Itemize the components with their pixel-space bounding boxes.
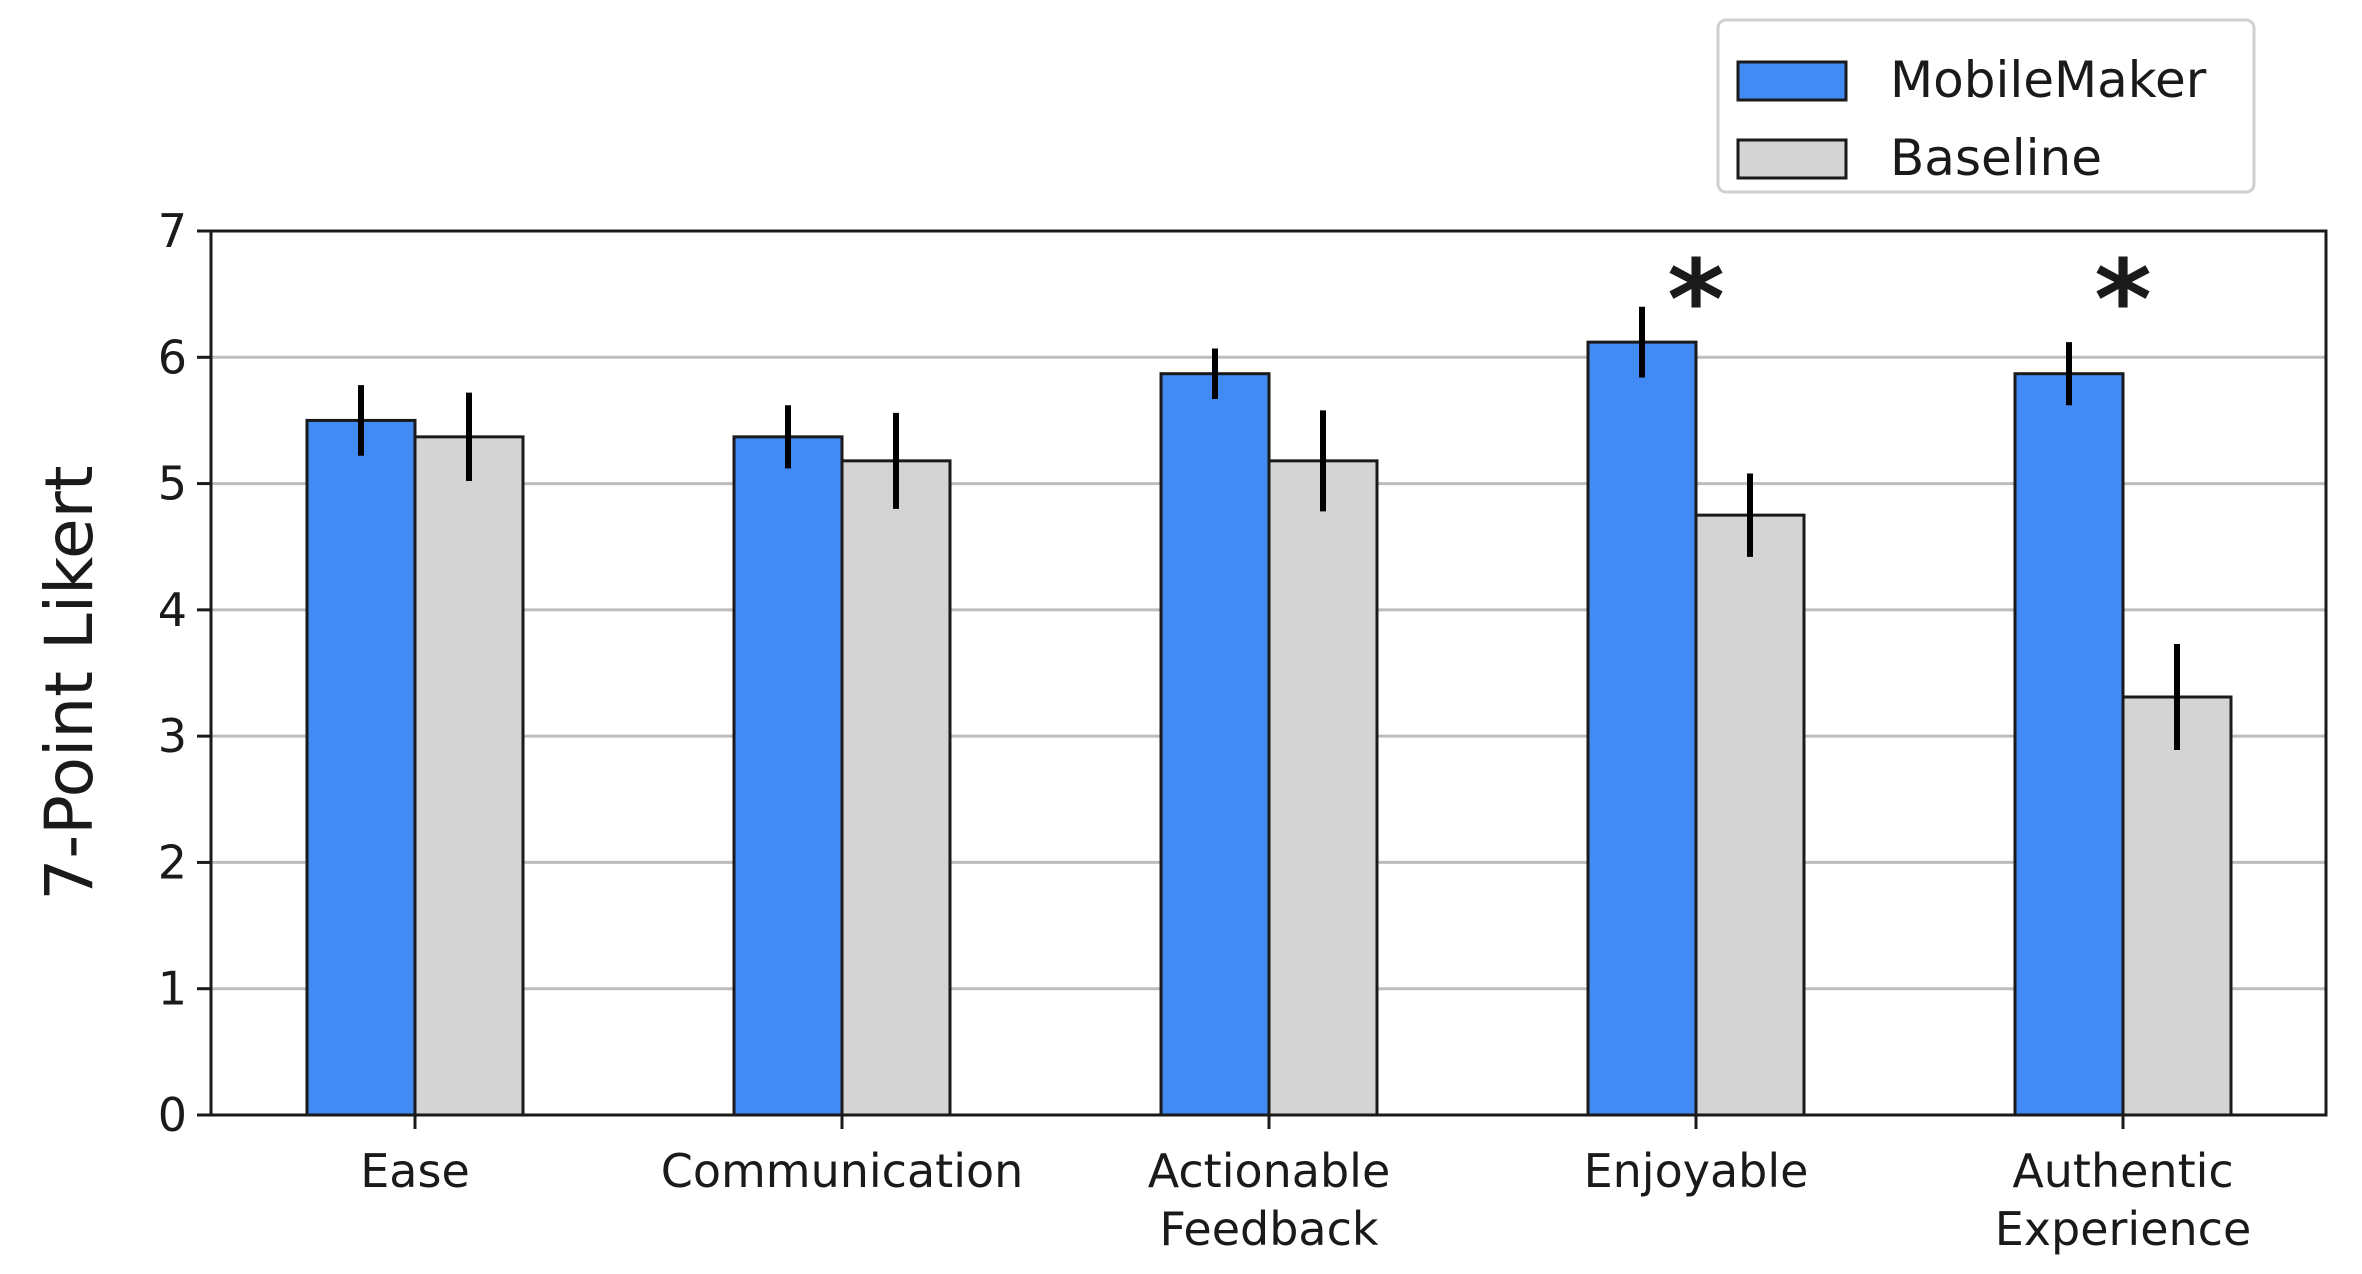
bar-mobilemaker (732, 435, 844, 1117)
x-tick-label: Ease (360, 1144, 470, 1198)
legend-swatch-mobilemaker (1736, 60, 1848, 102)
x-tick-label: Feedback (1159, 1202, 1378, 1256)
bar-mobilemaker (1159, 372, 1271, 1117)
bar-mobilemaker (2013, 372, 2125, 1117)
bar-baseline (1694, 513, 1806, 1117)
y-tick-label: 3 (158, 709, 187, 763)
bar-baseline (413, 435, 525, 1117)
legend-swatch-baseline (1736, 138, 1848, 180)
x-tick-label: Authentic (2012, 1144, 2233, 1198)
y-tick-label: 2 (158, 835, 187, 889)
significance-annotations: * * (1667, 236, 2152, 364)
x-tick-label: Communication (661, 1144, 1024, 1198)
bar-mobilemaker (305, 418, 417, 1117)
y-tick-label: 0 (158, 1088, 187, 1142)
y-axis: 0 1 2 3 4 5 6 7 (158, 204, 211, 1142)
bar-baseline (840, 459, 952, 1117)
legend-label: MobileMaker (1890, 51, 2207, 109)
bar-baseline (1267, 459, 1379, 1117)
x-tick-label: Actionable (1148, 1144, 1391, 1198)
legend-label: Baseline (1890, 129, 2102, 187)
legend-box (1716, 18, 2256, 194)
y-axis-label: 7-Point Likert (31, 465, 108, 900)
y-tick-label: 4 (158, 583, 187, 637)
y-tick-label: 5 (158, 457, 187, 511)
bar-baseline (2121, 695, 2233, 1117)
bars (305, 340, 2233, 1117)
bar-mobilemaker (1586, 340, 1698, 1117)
legend: MobileMaker Baseline (1716, 18, 2256, 194)
significance-marker: * (2094, 236, 2152, 364)
y-tick-label: 7 (158, 204, 187, 258)
error-bars (358, 306, 2180, 751)
y-tick-label: 1 (158, 962, 187, 1016)
significance-marker: * (1667, 236, 1725, 364)
x-tick-label: Enjoyable (1584, 1144, 1809, 1198)
y-tick-label: 6 (158, 330, 187, 384)
x-tick-label: Experience (1995, 1202, 2252, 1256)
